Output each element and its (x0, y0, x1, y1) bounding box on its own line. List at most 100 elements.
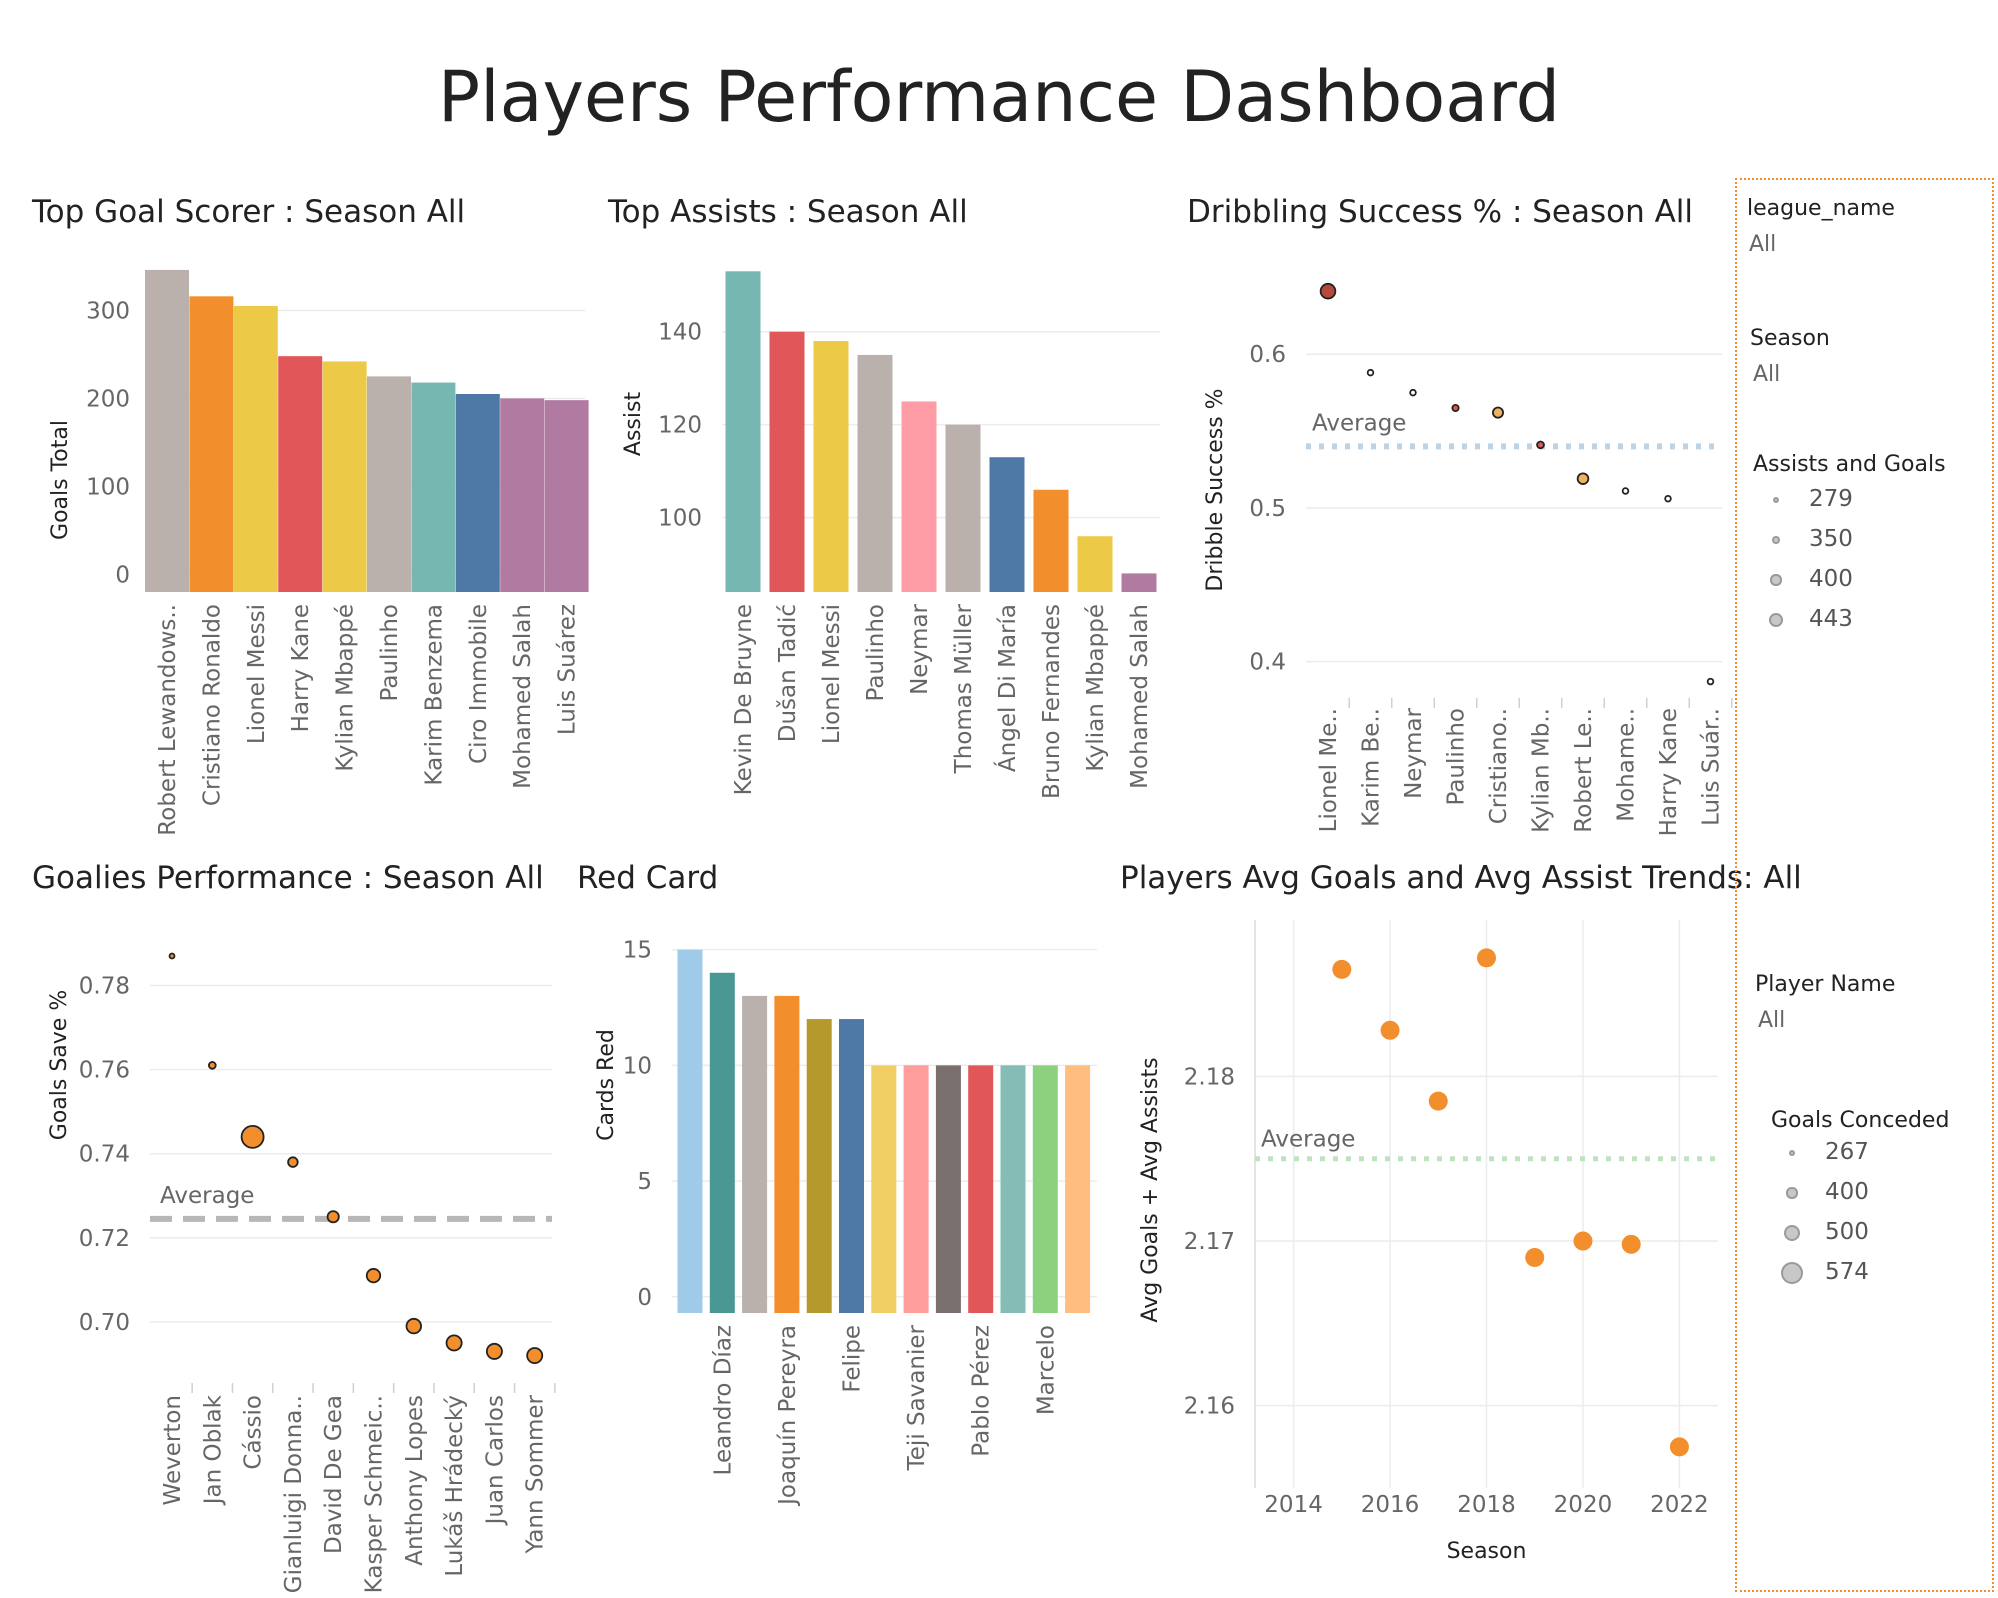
red-card-chart: Red Card 0 5 10 15 Cards Red Leandro Díaz Joaqu… (577, 860, 1097, 1507)
data-point (1576, 472, 1590, 485)
category-label: Robert Le.. (1571, 708, 1597, 833)
x-tick-label: 2016 (1361, 1492, 1420, 1518)
league-filter-title: league_name (1747, 196, 1895, 221)
y-axis-title: Avg Goals + Avg Assists (1138, 1057, 1163, 1322)
bar (813, 341, 849, 592)
chart-title: Dribbling Success % : Season All (1187, 194, 1693, 230)
data-point (1409, 388, 1417, 397)
player-filter-title: Player Name (1755, 972, 1896, 997)
y-tick-label: 2.16 (1184, 1394, 1235, 1420)
legend-label: 500 (1825, 1219, 1869, 1245)
top-goal-scorer-chart: Top Goal Scorer : Season All 0 100 200 300 Go… (31, 194, 589, 836)
data-point (365, 1268, 382, 1284)
average-label: Average (160, 1183, 254, 1209)
size-dot-icon (1783, 1224, 1801, 1242)
data-point (1451, 403, 1460, 413)
y-tick-label: 200 (86, 386, 130, 412)
category-label: Paulinho (1444, 708, 1470, 806)
category-label: Lionel Messi (244, 604, 270, 744)
average-label: Average (1312, 410, 1406, 436)
y-tick-label: 0 (115, 562, 130, 588)
data-point (1664, 494, 1672, 503)
size-dot-icon (1786, 1187, 1798, 1199)
category-label: Robert Lewandows.. (155, 604, 181, 836)
legend-label: 350 (1809, 526, 1853, 552)
trend-point (1428, 1091, 1448, 1111)
category-label: Lionel Messi (819, 604, 845, 744)
category-label: David De Gea (321, 1395, 347, 1554)
avg-trends-chart: Players Avg Goals and Avg Assist Trends:… (1120, 860, 1802, 1564)
legend-label: 267 (1825, 1139, 1869, 1165)
y-tick-label: 10 (623, 1053, 652, 1079)
chart-title: Red Card (577, 860, 718, 896)
y-tick-label: 300 (86, 298, 130, 324)
trend-point (1380, 1020, 1400, 1040)
size-dot-icon (1789, 1150, 1795, 1156)
average-label: Average (1261, 1127, 1355, 1153)
data-point (445, 1334, 463, 1352)
bar (709, 972, 735, 1313)
data-point (1536, 440, 1545, 450)
data-point (240, 1124, 265, 1149)
bar (411, 382, 456, 592)
category-label: Leandro Díaz (710, 1325, 736, 1475)
category-label: Cristiano.. (1486, 708, 1512, 824)
y-tick-label: 0.70 (79, 1310, 130, 1336)
bar (935, 1065, 961, 1313)
league-filter-value[interactable]: All (1749, 232, 1777, 257)
y-tick-label: 5 (637, 1169, 652, 1195)
legend-label: 400 (1809, 566, 1853, 592)
bar (1065, 1065, 1091, 1313)
data-point (485, 1342, 503, 1360)
y-tick-label: 100 (86, 474, 130, 500)
y-axis-title: Dribble Success % (1203, 388, 1228, 591)
trend-point (1332, 959, 1352, 979)
category-label: Ángel Di María (993, 604, 1021, 772)
y-axis-title: Cards Red (594, 1029, 619, 1141)
category-label: Mohamed Salah (1127, 604, 1153, 789)
data-point (1319, 282, 1337, 300)
x-tick-label: 2014 (1264, 1492, 1323, 1518)
category-label: Mohamed Salah (510, 604, 536, 789)
dashboard-title: Players Performance Dashboard (437, 56, 1561, 138)
y-tick-label: 0 (637, 1285, 652, 1311)
y-tick-label: 2.17 (1184, 1229, 1235, 1255)
size-dot-icon (1771, 535, 1781, 545)
x-tick-label: 2022 (1650, 1492, 1709, 1518)
top-assists-chart: Top Assists : Season All 100 120 140 Assist K… (607, 194, 1160, 799)
bar (322, 361, 367, 592)
legend-label: 279 (1809, 486, 1853, 512)
bar (1121, 573, 1157, 592)
bar (903, 1065, 929, 1313)
bar (945, 424, 981, 592)
season-filter-value[interactable]: All (1753, 362, 1781, 387)
y-tick-label: 15 (623, 938, 652, 964)
category-label: Paulinho (863, 604, 889, 702)
bar (278, 356, 323, 592)
x-axis-title: Season (1447, 1539, 1527, 1564)
player-filter-value[interactable]: All (1758, 1008, 1786, 1033)
category-label: Neymar (1401, 707, 1427, 798)
y-tick-label: 0.72 (79, 1226, 130, 1252)
y-tick-label: 2.18 (1184, 1064, 1235, 1090)
bar (769, 331, 805, 592)
filter-panel: league_name All Season All Assists and G… (1735, 178, 1994, 1592)
trend-point (1573, 1231, 1593, 1251)
legend-label: 574 (1825, 1259, 1869, 1285)
category-label: Dušan Tadić (775, 604, 801, 742)
category-label: Lionel Me.. (1316, 708, 1342, 832)
y-tick-label: 140 (658, 320, 702, 346)
category-label: Karim Benzema (421, 604, 447, 786)
data-point (405, 1317, 422, 1335)
category-label: Pablo Pérez (969, 1325, 995, 1457)
y-axis-title: Goals Total (48, 420, 73, 540)
bar (1000, 1065, 1026, 1313)
category-label: Joaquín Pereyra (775, 1325, 801, 1507)
category-label: Juan Carlos (482, 1395, 508, 1526)
category-label: Luis Suárez (555, 604, 581, 735)
chart-title: Players Avg Goals and Avg Assist Trends:… (1120, 860, 1802, 896)
category-label: Marcelo (1033, 1325, 1059, 1415)
data-point (1366, 368, 1375, 377)
category-label: Kylian Mbappé (1083, 604, 1109, 772)
